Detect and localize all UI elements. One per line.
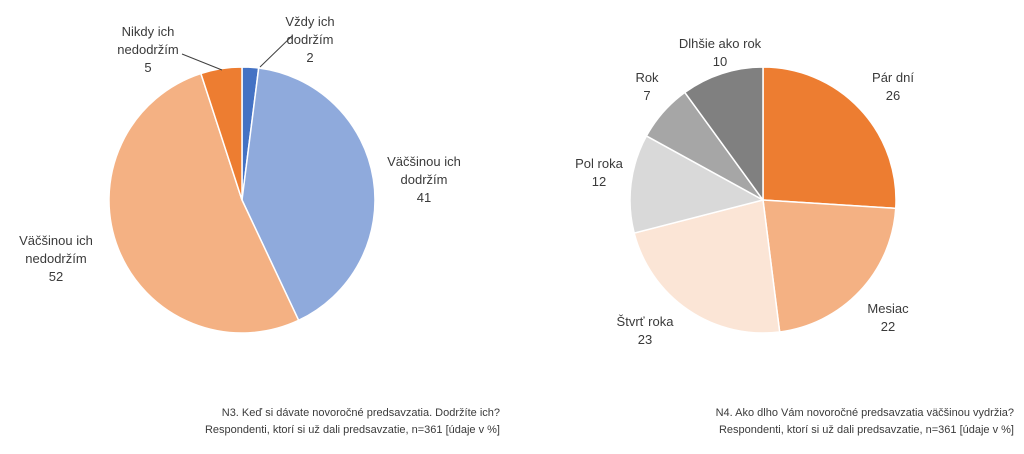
slice-label-mesiac: Mesiac 22: [867, 301, 909, 334]
slice-label-par-dni: Pár dní 26: [872, 70, 914, 103]
caption-respondents: Respondenti, ktorí si už dali predsavzat…: [204, 424, 500, 436]
slice-label-stvrt-roka: Štvrť roka 23: [617, 314, 675, 347]
slice-label-vacsinou-ich-nedodrzim: Väčšinou ich nedodržím 52: [19, 233, 93, 284]
pie-chart-2: Pár dní 26 Mesiac 22 Štvrť roka 23 Pol roka 12 R…: [575, 36, 914, 347]
leader-line-nikdy-ich-nedodrzim: [181, 53, 223, 71]
pie-slice-vacsinou-ich-nedodrzim: [108, 72, 300, 334]
pie-chart-1: Vždy ich dodržím 2 Väčšinou ich dodržím 41 Väč…: [19, 14, 461, 334]
pie-slice-par-dni: [762, 66, 897, 210]
slice-label-dlhsie-ako-rok: Dlhšie ako rok 10: [679, 36, 762, 69]
slice-label-vzdy-ich-dodrzim: Vždy ich dodržím 2: [285, 14, 334, 65]
caption-respondents: Respondenti, ktorí si už dali predsavzat…: [718, 424, 1014, 436]
pie-slice-pol-roka: [629, 134, 766, 234]
pie-slice-stvrt-roka: [633, 199, 781, 334]
slice-label-vacsinou-ich-dodrzim: Väčšinou ich dodržím 41: [387, 154, 461, 205]
pie-slice-dlhsie-ako-rok: [683, 66, 764, 203]
pie-slice-nikdy-ich-nedodrzim: [199, 66, 243, 201]
pie-slice-vacsinou-ich-dodrzim: [241, 67, 376, 322]
leader-line-vzdy-ich-dodrzim: [259, 35, 293, 68]
pie-slice-mesiac: [762, 199, 897, 333]
slice-label-nikdy-ich-nedodrzim: Nikdy ich nedodržím 5: [117, 24, 178, 75]
caption-question: N3. Keď si dávate novoročné predsavzatia…: [221, 407, 500, 419]
caption-chart-1: N3. Keď si dávate novoročné predsavzatia…: [205, 405, 500, 439]
caption-chart-2: N4. Ako dlho Vám novoročné predsavzatia …: [716, 405, 1014, 439]
slice-label-rok: Rok 7: [635, 70, 659, 103]
caption-question: N4. Ako dlho Vám novoročné predsavzatia …: [715, 407, 1014, 419]
slice-label-pol-roka: Pol roka 12: [575, 156, 623, 189]
